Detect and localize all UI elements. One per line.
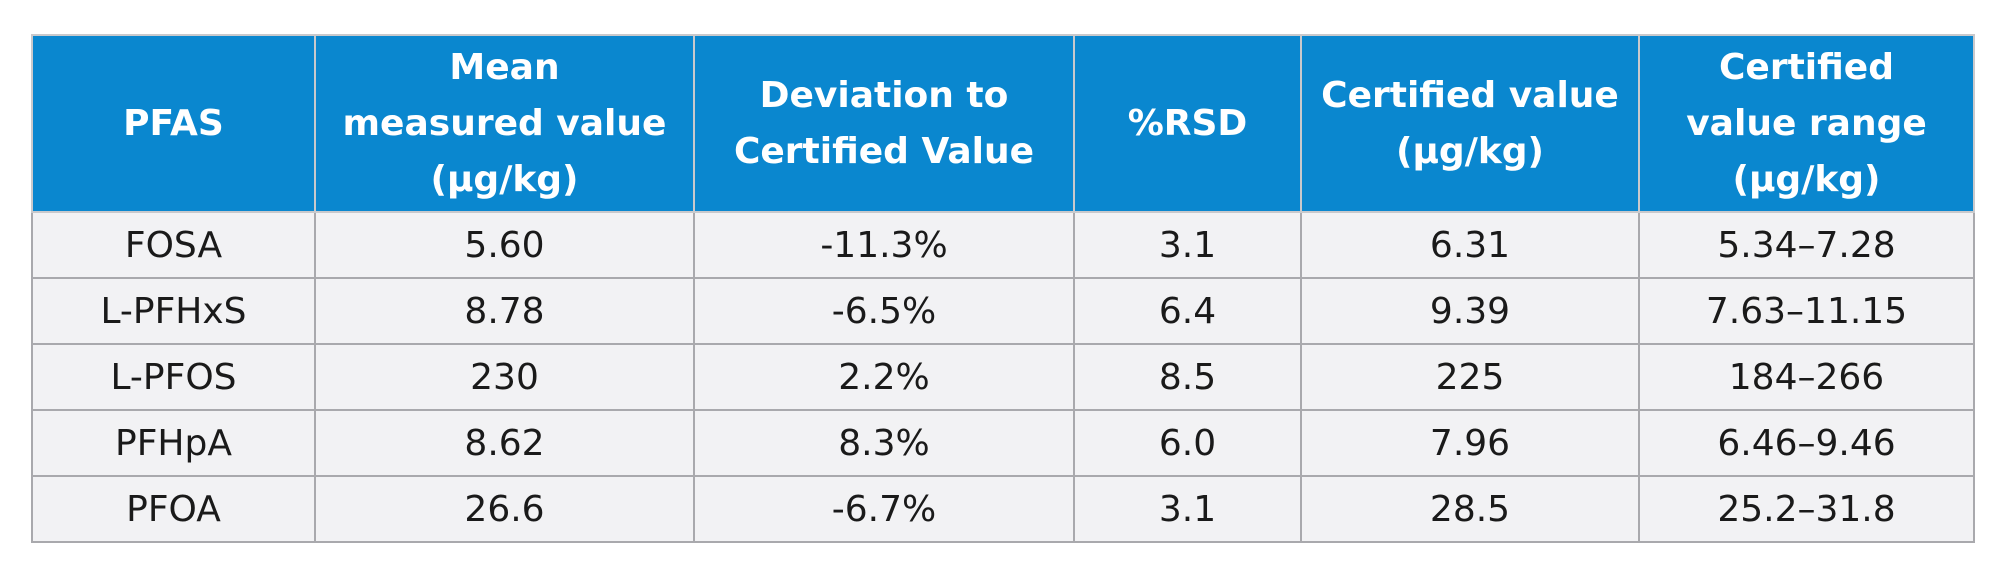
cell-pfas: PFOA: [31, 475, 316, 543]
header-certified-range-line-2: value range: [1686, 102, 1927, 144]
header-deviation-line-1: Deviation to: [759, 74, 1009, 116]
cell-certified-range: 6.46–9.46: [1638, 409, 1975, 477]
cell-rsd: 8.5: [1073, 343, 1302, 411]
cell-mean-measured: 5.60: [314, 211, 695, 279]
cell-mean-measured: 8.62: [314, 409, 695, 477]
cell-certified-range: 5.34–7.28: [1638, 211, 1975, 279]
cell-certified-value: 7.96: [1300, 409, 1640, 477]
header-pfas-line: PFAS: [123, 102, 224, 144]
cell-certified-range: 7.63–11.15: [1638, 277, 1975, 345]
header-pfas: PFAS: [31, 34, 316, 213]
header-mean-measured-value: Mean measured value (µg/kg): [314, 34, 695, 213]
cell-mean-measured: 26.6: [314, 475, 695, 543]
table-row: PFOA 26.6 -6.7% 3.1 28.5 25.2–31.8: [31, 475, 1975, 543]
cell-mean-measured: 8.78: [314, 277, 695, 345]
table-row: PFHpA 8.62 8.3% 6.0 7.96 6.46–9.46: [31, 409, 1975, 477]
table-row: FOSA 5.60 -11.3% 3.1 6.31 5.34–7.28: [31, 211, 1975, 279]
cell-certified-value: 28.5: [1300, 475, 1640, 543]
header-mean-line-1: Mean: [449, 46, 560, 88]
cell-deviation: -6.5%: [693, 277, 1075, 345]
cell-certified-value: 225: [1300, 343, 1640, 411]
cell-deviation: -6.7%: [693, 475, 1075, 543]
cell-rsd: 6.4: [1073, 277, 1302, 345]
header-certified-range-line-1: Certified: [1718, 46, 1894, 88]
header-certified-value-line-1: Certified value: [1321, 74, 1619, 116]
cell-deviation: 2.2%: [693, 343, 1075, 411]
table-header: PFAS Mean measured value (µg/kg) Deviati…: [31, 34, 1975, 213]
header-mean-line-3: (µg/kg): [430, 158, 579, 200]
header-certified-value: Certified value (µg/kg): [1300, 34, 1640, 213]
cell-certified-range: 25.2–31.8: [1638, 475, 1975, 543]
cell-rsd: 6.0: [1073, 409, 1302, 477]
cell-certified-value: 6.31: [1300, 211, 1640, 279]
header-deviation-line-2: Certified Value: [733, 130, 1035, 172]
header-row: PFAS Mean measured value (µg/kg) Deviati…: [31, 34, 1975, 213]
cell-rsd: 3.1: [1073, 475, 1302, 543]
cell-pfas: PFHpA: [31, 409, 316, 477]
header-deviation: Deviation to Certified Value: [693, 34, 1075, 213]
table-row: L-PFHxS 8.78 -6.5% 6.4 9.39 7.63–11.15: [31, 277, 1975, 345]
cell-deviation: -11.3%: [693, 211, 1075, 279]
cell-certified-range: 184–266: [1638, 343, 1975, 411]
header-mean-line-2: measured value: [342, 102, 667, 144]
cell-pfas: L-PFOS: [31, 343, 316, 411]
header-certified-value-line-2: (µg/kg): [1395, 130, 1545, 172]
table-body: FOSA 5.60 -11.3% 3.1 6.31 5.34–7.28 L-PF…: [31, 211, 1975, 543]
pfas-results-table-container: PFAS Mean measured value (µg/kg) Deviati…: [31, 34, 1975, 543]
cell-pfas: FOSA: [31, 211, 316, 279]
table-row: L-PFOS 230 2.2% 8.5 225 184–266: [31, 343, 1975, 411]
header-rsd-line: %RSD: [1127, 102, 1248, 144]
cell-pfas: L-PFHxS: [31, 277, 316, 345]
header-rsd: %RSD: [1073, 34, 1302, 213]
cell-mean-measured: 230: [314, 343, 695, 411]
cell-rsd: 3.1: [1073, 211, 1302, 279]
pfas-results-table: PFAS Mean measured value (µg/kg) Deviati…: [31, 34, 1975, 543]
cell-deviation: 8.3%: [693, 409, 1075, 477]
cell-certified-value: 9.39: [1300, 277, 1640, 345]
header-certified-range-line-3: (µg/kg): [1732, 158, 1881, 200]
header-certified-range: Certified value range (µg/kg): [1638, 34, 1975, 213]
